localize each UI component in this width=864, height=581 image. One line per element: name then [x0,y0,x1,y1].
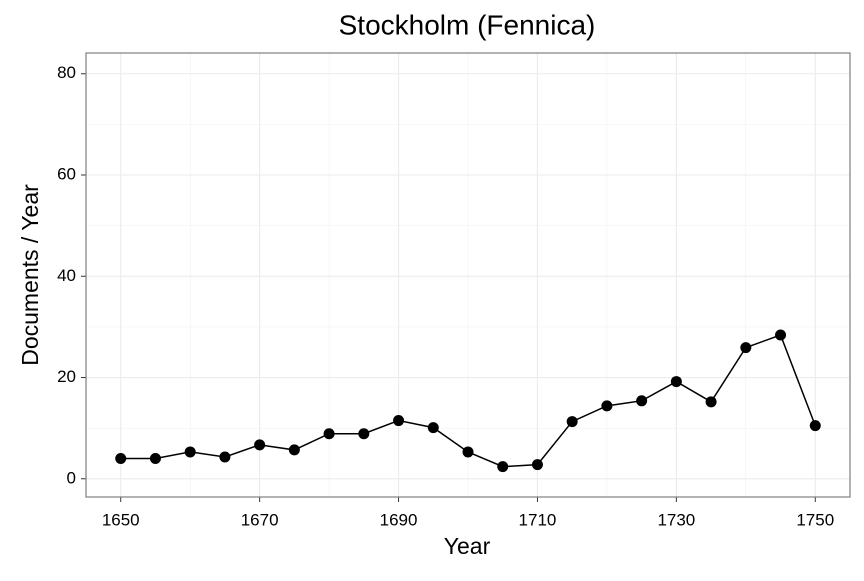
point [427,422,439,434]
point [149,453,161,465]
x-tick-label: 1650 [102,510,140,529]
point [254,439,266,451]
x-tick-label: 1710 [519,510,557,529]
point [531,459,543,471]
point [115,453,127,465]
x-tick-label: 1670 [241,510,279,529]
point [358,428,370,440]
panel-border [85,52,851,498]
chart-title: Stockholm (Fennica) [339,9,596,40]
point [601,400,613,412]
point [497,461,509,473]
point [705,396,717,408]
point [740,342,752,354]
point [288,444,300,456]
y-axis-label: Documents / Year [17,184,43,366]
point [566,416,578,428]
point [462,446,474,458]
y-tick-label: 80 [57,63,76,82]
point [636,395,648,407]
point [323,428,335,440]
point [775,329,787,341]
point [184,446,196,458]
y-tick-label: 0 [67,468,76,487]
y-tick-label: 60 [57,164,76,183]
y-tick-label: 40 [57,266,76,285]
x-tick-label: 1730 [657,510,695,529]
point [219,451,231,463]
point [809,420,821,432]
point [670,376,682,388]
y-tick-label: 20 [57,367,76,386]
x-tick-label: 1750 [796,510,834,529]
x-tick-label: 1690 [380,510,418,529]
point [393,415,405,427]
x-axis-label: Year [444,533,491,559]
